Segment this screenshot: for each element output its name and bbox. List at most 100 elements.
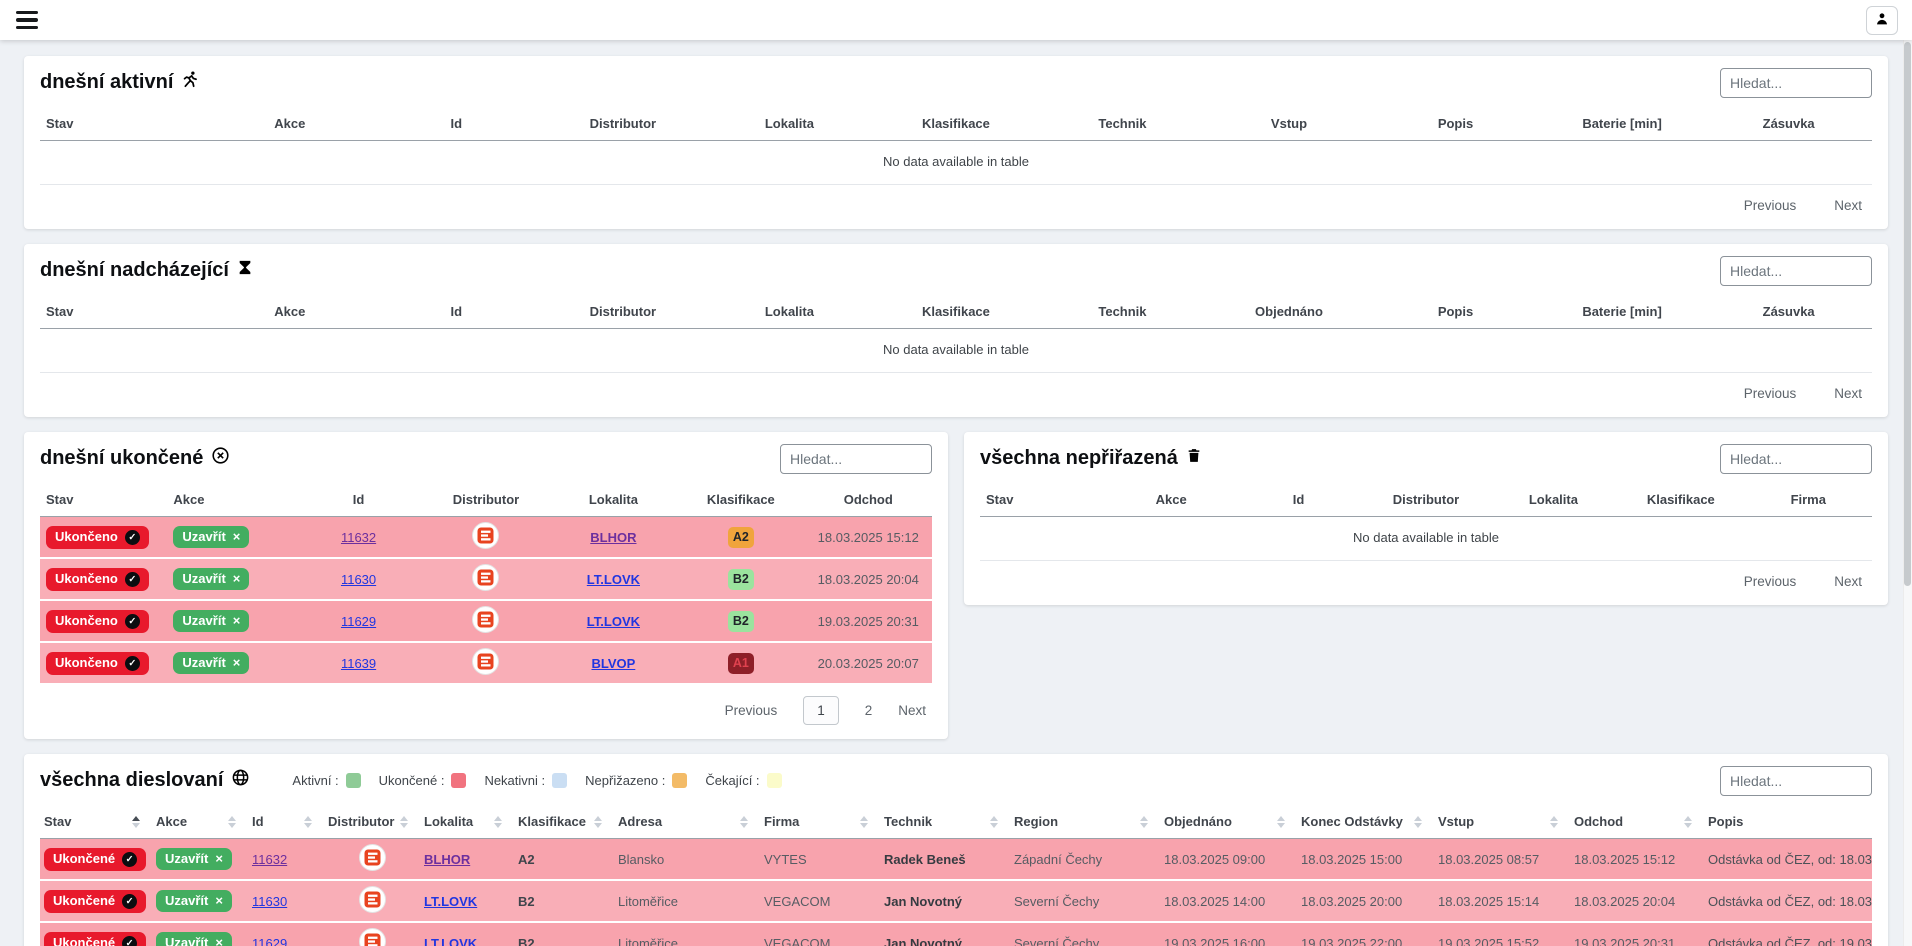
klasifikace-badge: A1 [727,652,754,674]
id-link[interactable]: 11632 [252,851,288,867]
column-header-vstup[interactable]: Vstup [1434,805,1570,839]
close-action-button[interactable]: Uzavřít × [156,847,232,871]
section-title-text: dnešní nadcházející [40,259,229,281]
table-row: Ukončeno ✓ Uzavřít × 11632 BLHOR A2 18.03.2025 … [40,516,932,559]
lokalita-link[interactable]: BLVOP [591,655,636,671]
close-action-label: Uzavřít [165,934,209,946]
user-profile-button[interactable] [1866,5,1898,35]
column-header-akce[interactable]: Akce [152,805,248,839]
lokalita-link[interactable]: LT.LOVK [586,571,640,587]
person-icon [1874,11,1890,30]
lokalita-link[interactable]: BLHOR [424,851,471,867]
id-link[interactable]: 11630 [252,893,288,909]
close-action-button[interactable]: Uzavřít × [173,651,250,675]
pagination-next[interactable]: Next [1834,198,1862,213]
table-header-row: Stav Akce Id Distributor Lokalita Klasifikace… [40,483,932,517]
close-action-button[interactable]: Uzavřít × [173,525,250,549]
lokalita-link[interactable]: LT.LOVK [424,935,478,946]
objednano-value: 19.03.2025 16:00 [1164,935,1266,946]
column-header-lokalita[interactable]: Lokalita [420,805,514,839]
table-cell: BLHOR [550,517,677,559]
scrollbar-thumb[interactable] [1904,42,1911,586]
column-header-label: Vstup [1438,814,1475,829]
search-input[interactable] [1720,444,1872,474]
column-header-label: Objednáno [1164,814,1232,829]
table-cell: Jan Novotný [880,879,1010,922]
popis-value: Odstávka od ČEZ, od: 18.03.2025 [1708,893,1872,909]
close-action-button[interactable]: Uzavřít × [173,567,250,591]
search-input[interactable] [1720,766,1872,796]
column-header-adresa[interactable]: Adresa [614,805,760,839]
sort-carets-icon [594,815,602,828]
lokalita-link[interactable]: LT.LOVK [424,893,478,909]
pagination-next[interactable]: Next [1834,386,1862,401]
scrollbar-track [1903,40,1912,946]
page-number-1[interactable]: 1 [803,696,839,725]
column-header-odchod[interactable]: Odchod [1570,805,1704,839]
column-header-stav[interactable]: Stav [40,805,152,839]
page-number-2[interactable]: 2 [864,703,873,718]
column-header-label: Akce [156,814,188,829]
status-badge: Ukončeno ✓ [46,567,149,591]
table-cell: 11632 [295,517,422,559]
x-icon: × [232,570,241,586]
column-header-id[interactable]: Id [248,805,324,839]
lokalita-link[interactable]: LT.LOVK [586,613,640,629]
pagination-next[interactable]: Next [898,703,926,718]
column-header-distributor[interactable]: Distributor [324,805,420,839]
id-link[interactable]: 11630 [340,571,377,587]
column-header-objednano: Objednáno [1205,295,1373,329]
adresa-value: Blansko [618,851,665,867]
table-cell: Odstávka od ČEZ, od: 19.03.2025 [1704,921,1872,946]
search-input[interactable] [780,444,932,474]
id-link[interactable]: 11639 [340,655,377,671]
column-header-klasifikace[interactable]: Klasifikace [514,805,614,839]
column-header-akce: Akce [206,295,374,329]
sort-down-caret-icon [1277,822,1285,828]
pagination-previous[interactable]: Previous [724,703,778,718]
table-cell: Ukončeno ✓ [40,599,168,642]
column-header-id: Id [1234,483,1363,517]
id-link[interactable]: 11629 [252,935,288,946]
search-input[interactable] [1720,256,1872,286]
column-header-konec-odstavky[interactable]: Konec Odstávky [1297,805,1434,839]
table-cell: B2 [514,879,614,922]
close-action-button[interactable]: Uzavřít × [173,609,250,633]
menu-button[interactable] [14,7,40,34]
column-header-popis[interactable]: Popis [1704,805,1872,839]
close-action-button[interactable]: Uzavřít × [156,889,232,913]
section-title-text: všechna nepřiřazená [980,447,1178,469]
pagination-next[interactable]: Next [1834,574,1862,589]
distributor-logo-cez [472,606,500,636]
table-cell [422,641,550,683]
id-link[interactable]: 11629 [340,613,377,629]
table-footer: Previous Next [980,561,1872,597]
search-input[interactable] [1720,68,1872,98]
firma-value: VEGACOM [764,893,831,909]
pagination-previous[interactable]: Previous [1743,386,1797,401]
column-header-label: Lokalita [424,814,474,829]
column-header-region[interactable]: Region [1010,805,1160,839]
status-badge-label: Ukončené [53,934,116,946]
odchod-value: 19.03.2025 20:31 [1574,935,1676,946]
column-header-label: Klasifikace [518,814,586,829]
column-header-technik[interactable]: Technik [880,805,1010,839]
table-cell: Uzavřít × [152,921,248,946]
table-cell: LT.LOVK [549,557,678,600]
status-badge: Ukončené ✓ [44,889,147,913]
sort-down-caret-icon [132,822,140,828]
sort-carets-icon [304,815,312,828]
close-action-button[interactable]: Uzavřít × [156,931,232,946]
table-cell: Západní Čechy [1010,839,1160,881]
column-header-label: Popis [1708,814,1744,829]
pagination-previous[interactable]: Previous [1743,574,1797,589]
table-cell: 18.03.2025 15:00 [1297,839,1434,881]
sort-down-caret-icon [740,822,748,828]
pagination-previous[interactable]: Previous [1743,198,1797,213]
column-header-zasuvka: Zásuvka [1705,107,1872,141]
lokalita-link[interactable]: BLHOR [590,529,637,545]
status-badge-label: Ukončeno [55,570,118,586]
column-header-firma[interactable]: Firma [760,805,880,839]
id-link[interactable]: 11632 [340,529,377,545]
column-header-objednano[interactable]: Objednáno [1160,805,1297,839]
